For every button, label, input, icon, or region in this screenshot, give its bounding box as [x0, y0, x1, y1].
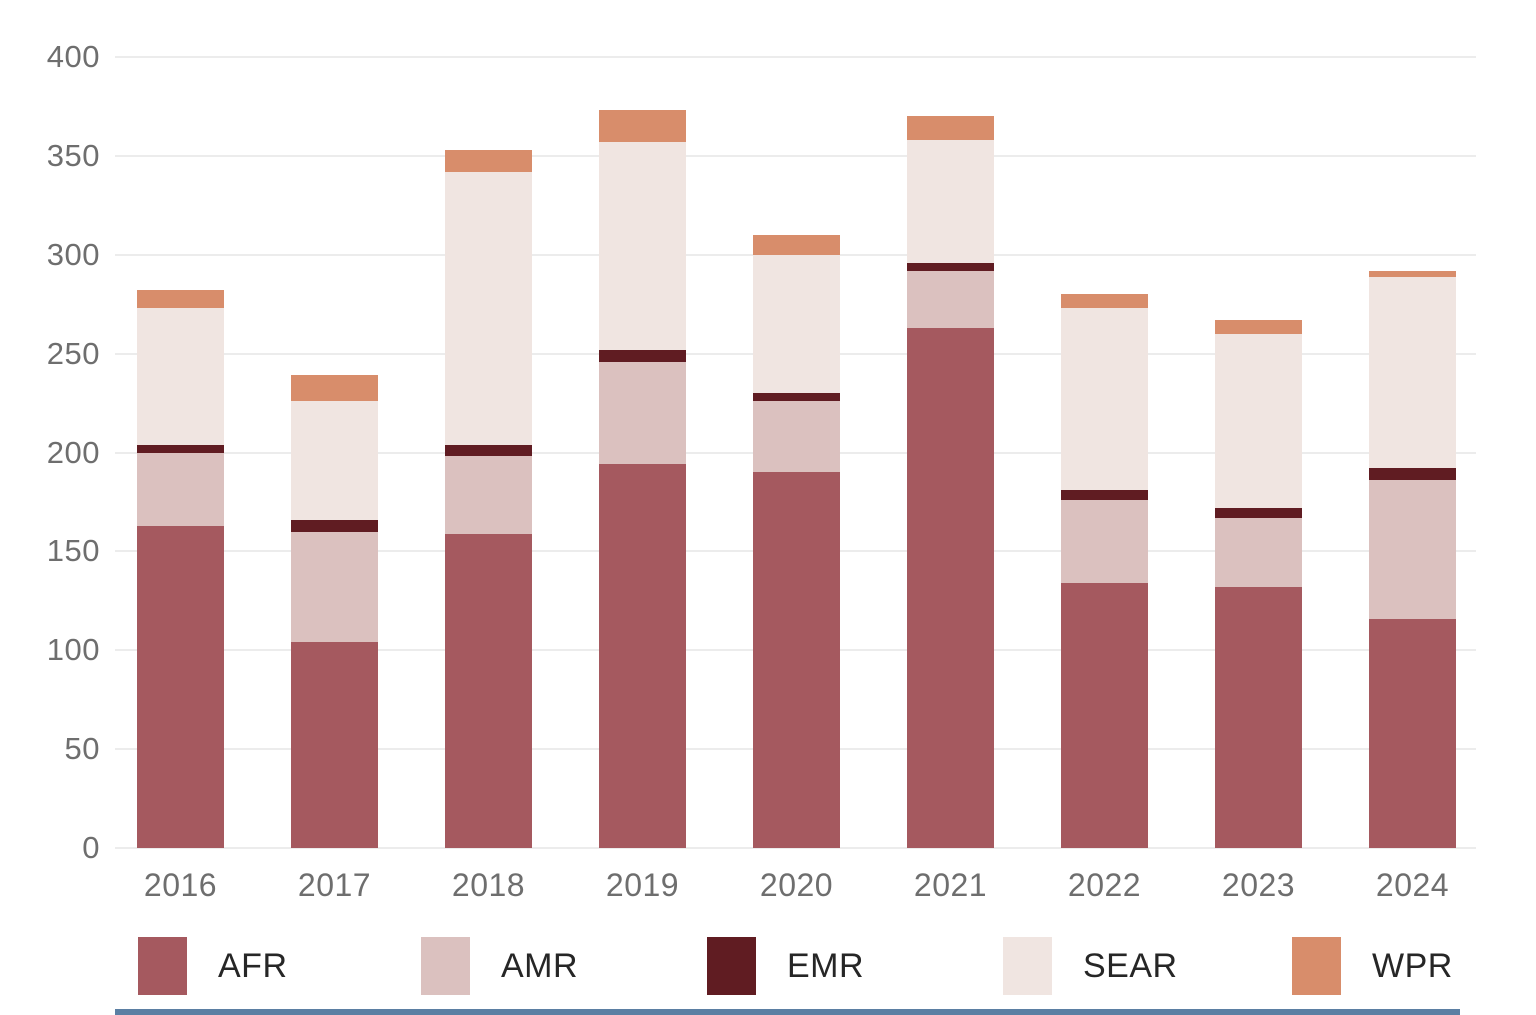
legend-swatch-emr: [707, 937, 756, 995]
emr-segment-2019: [599, 349, 686, 362]
legend-label-sear: SEAR: [1083, 947, 1178, 985]
afr-segment-2017: [291, 642, 378, 848]
wpr-segment-2021: [907, 116, 994, 141]
y-tick-label-100: 100: [46, 632, 100, 668]
wpr-segment-2023: [1215, 320, 1302, 334]
y-tick-label-200: 200: [46, 434, 100, 470]
sear-segment-2018: [445, 171, 532, 445]
amr-segment-2022: [1061, 499, 1148, 584]
afr-segment-2021: [907, 327, 994, 848]
y-tick-label-150: 150: [46, 533, 100, 569]
bar-2024: [1369, 270, 1456, 848]
bar-2018: [445, 149, 532, 848]
sear-segment-2020: [753, 254, 840, 394]
bar-2019: [599, 110, 686, 848]
sear-segment-2019: [599, 142, 686, 350]
afr-segment-2023: [1215, 586, 1302, 848]
x-tick-label-2021: 2021: [913, 867, 988, 903]
wpr-segment-2016: [137, 290, 224, 309]
x-tick-label-2017: 2017: [297, 867, 372, 903]
amr-segment-2020: [753, 401, 840, 473]
amr-segment-2019: [599, 361, 686, 465]
wpr-segment-2020: [753, 235, 840, 255]
wpr-segment-2022: [1061, 294, 1148, 309]
afr-segment-2020: [753, 472, 840, 848]
x-tick-label-2020: 2020: [759, 867, 834, 903]
sear-segment-2024: [1369, 276, 1456, 469]
emr-segment-2022: [1061, 490, 1148, 500]
legend-swatch-sear: [1003, 937, 1052, 995]
emr-segment-2023: [1215, 507, 1302, 518]
x-tick-label-2023: 2023: [1221, 867, 1296, 903]
legend-swatch-afr: [138, 937, 187, 995]
gridline-350: [115, 154, 1476, 157]
sear-segment-2023: [1215, 333, 1302, 508]
gridline-400: [115, 56, 1476, 58]
bar-2022: [1061, 294, 1148, 848]
amr-segment-2023: [1215, 517, 1302, 587]
bar-2023: [1215, 320, 1302, 848]
bar-2021: [907, 116, 994, 848]
y-tick-label-0: 0: [82, 830, 100, 865]
sear-segment-2022: [1061, 308, 1148, 491]
amr-segment-2016: [137, 452, 224, 526]
sear-segment-2017: [291, 401, 378, 520]
y-tick-label-250: 250: [46, 335, 100, 371]
y-tick-label-50: 50: [64, 731, 100, 767]
legend-swatch-amr: [421, 937, 470, 995]
afr-segment-2022: [1061, 583, 1148, 848]
amr-segment-2017: [291, 531, 378, 643]
legend-label-wpr: WPR: [1372, 947, 1453, 985]
amr-segment-2024: [1369, 480, 1456, 619]
emr-segment-2016: [137, 444, 224, 453]
afr-segment-2016: [137, 525, 224, 848]
bar-2020: [753, 235, 840, 848]
emr-segment-2020: [753, 393, 840, 402]
x-tick-label-2022: 2022: [1067, 867, 1142, 903]
bottom-divider-rule: [115, 1009, 1460, 1015]
amr-segment-2021: [907, 270, 994, 328]
legend-swatch-wpr: [1292, 937, 1341, 995]
emr-segment-2021: [907, 262, 994, 271]
y-tick-label-400: 400: [46, 39, 100, 74]
bar-2016: [137, 290, 224, 848]
afr-segment-2018: [445, 533, 532, 848]
emr-segment-2017: [291, 519, 378, 532]
gridline-0: [115, 847, 1476, 849]
wpr-segment-2017: [291, 375, 378, 402]
y-tick-label-300: 300: [46, 236, 100, 272]
afr-segment-2019: [599, 464, 686, 848]
wpr-segment-2024: [1369, 270, 1456, 277]
sear-segment-2016: [137, 308, 224, 445]
sear-segment-2021: [907, 140, 994, 263]
x-tick-label-2016: 2016: [143, 867, 218, 903]
emr-segment-2018: [445, 444, 532, 457]
x-tick-label-2019: 2019: [605, 867, 680, 903]
y-tick-label-350: 350: [46, 137, 100, 173]
wpr-segment-2019: [599, 110, 686, 143]
legend-label-amr: AMR: [501, 947, 579, 985]
legend-label-emr: EMR: [787, 947, 865, 985]
legend-label-afr: AFR: [218, 947, 288, 985]
x-tick-label-2024: 2024: [1375, 867, 1450, 903]
amr-segment-2018: [445, 456, 532, 534]
x-tick-label-2018: 2018: [451, 867, 526, 903]
wpr-segment-2018: [445, 149, 532, 172]
emr-segment-2024: [1369, 468, 1456, 481]
afr-segment-2024: [1369, 618, 1456, 848]
bar-2017: [291, 375, 378, 848]
